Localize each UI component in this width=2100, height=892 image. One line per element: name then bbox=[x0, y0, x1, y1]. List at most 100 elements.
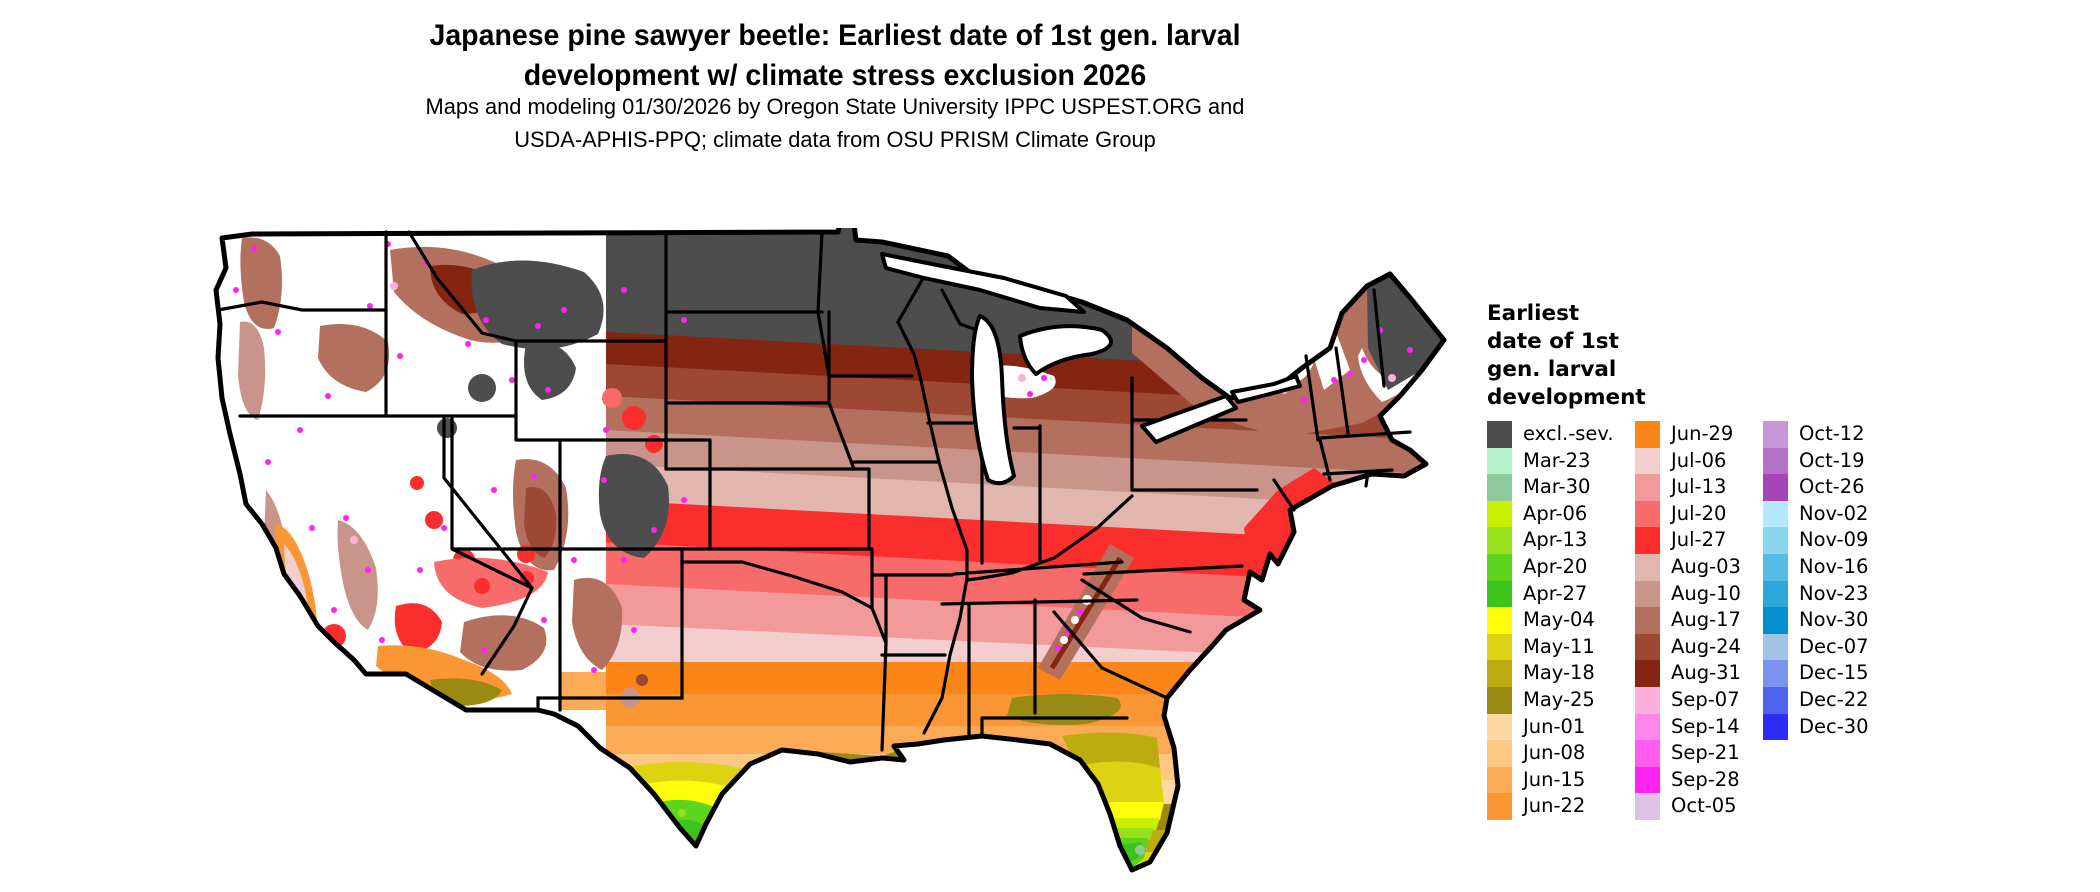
state-borders bbox=[216, 230, 1412, 752]
legend-label: Aug-03 bbox=[1671, 554, 1741, 578]
legend-item: Oct-19 bbox=[1763, 447, 1869, 475]
legend-swatch bbox=[1487, 580, 1512, 608]
lake-ontario bbox=[1230, 374, 1302, 404]
legend-column-3: Oct-12 Oct-19 Oct-26 Nov-02 Nov-09 Nov-16 Nov-… bbox=[1763, 421, 1869, 741]
legend-label: Apr-20 bbox=[1523, 554, 1588, 578]
legend-item: Apr-06 bbox=[1487, 500, 1614, 528]
legend-label: May-18 bbox=[1523, 661, 1595, 685]
legend-item: May-25 bbox=[1487, 686, 1614, 714]
legend-item: Mar-30 bbox=[1487, 474, 1614, 501]
legend-swatch bbox=[1487, 793, 1512, 820]
legend-label: Dec-30 bbox=[1799, 714, 1869, 738]
legend-item: Aug-03 bbox=[1635, 553, 1741, 581]
legend-item: Nov-16 bbox=[1763, 553, 1869, 581]
legend-label: Oct-05 bbox=[1671, 794, 1737, 818]
legend-label: Jul-06 bbox=[1671, 448, 1727, 472]
legend-swatch bbox=[1635, 527, 1660, 554]
legend-label: May-25 bbox=[1523, 687, 1595, 711]
subtitle-line-1: Maps and modeling 01/30/2026 by Oregon S… bbox=[425, 94, 1245, 119]
legend-item: Sep-28 bbox=[1635, 766, 1741, 794]
subtitle-line-2: USDA-APHIS-PPQ; climate data from OSU PR… bbox=[514, 127, 1156, 152]
legend-label: Apr-27 bbox=[1523, 581, 1588, 605]
legend-item: Aug-31 bbox=[1635, 660, 1741, 687]
legend-label: Oct-19 bbox=[1799, 448, 1865, 472]
legend-label: Apr-06 bbox=[1523, 501, 1588, 525]
legend-swatch bbox=[1635, 740, 1660, 767]
legend-item: Jun-15 bbox=[1487, 766, 1614, 794]
legend-item: Jul-27 bbox=[1635, 527, 1741, 554]
legend-item: Mar-23 bbox=[1487, 447, 1614, 475]
legend-label: Aug-10 bbox=[1671, 581, 1741, 605]
legend-swatch bbox=[1635, 793, 1660, 820]
legend-title: Earliest date of 1st gen. larval developmen… bbox=[1487, 301, 1646, 410]
legend-swatch bbox=[1487, 660, 1512, 687]
legend-label: Nov-02 bbox=[1799, 501, 1869, 525]
legend-swatch bbox=[1487, 447, 1512, 475]
legend-label: Dec-07 bbox=[1799, 634, 1869, 658]
legend-column-2: Jun-29 Jul-06 Jul-13 Jul-20 Jul-27 Aug-03 Aug-… bbox=[1635, 421, 1741, 820]
legend-item: Nov-30 bbox=[1763, 607, 1869, 634]
legend-label: Oct-26 bbox=[1799, 475, 1865, 499]
legend-item: Jun-22 bbox=[1487, 793, 1614, 820]
legend-label: Sep-28 bbox=[1671, 767, 1740, 791]
legend-label: Sep-21 bbox=[1671, 741, 1740, 765]
legend-swatch bbox=[1487, 686, 1512, 714]
great-lakes bbox=[880, 252, 1302, 486]
legend-item: Apr-27 bbox=[1487, 580, 1614, 608]
us-choropleth-map bbox=[182, 228, 1447, 888]
legend-item: Apr-13 bbox=[1487, 527, 1614, 554]
legend-label: excl.-sev. bbox=[1523, 422, 1614, 445]
legend-label: Jul-20 bbox=[1671, 501, 1727, 525]
lake-huron bbox=[1018, 324, 1113, 376]
legend-swatch bbox=[1763, 421, 1788, 448]
legend-label: Oct-12 bbox=[1799, 422, 1865, 445]
legend-item: Dec-07 bbox=[1763, 633, 1869, 661]
lake-erie bbox=[1140, 394, 1238, 444]
legend-item: Dec-22 bbox=[1763, 686, 1869, 714]
title-line-1: Japanese pine sawyer beetle: Earliest da… bbox=[429, 19, 1241, 52]
legend-swatch bbox=[1763, 633, 1788, 661]
title-line-2: development w/ climate stress exclusion … bbox=[523, 59, 1147, 92]
legend-item: Oct-26 bbox=[1763, 474, 1869, 501]
legend-swatch bbox=[1635, 500, 1660, 528]
legend-item: excl.-sev. bbox=[1487, 421, 1614, 448]
legend-item: Jul-13 bbox=[1635, 474, 1741, 501]
legend-item: Sep-14 bbox=[1635, 713, 1741, 741]
legend-label: Sep-14 bbox=[1671, 714, 1740, 738]
legend-swatch bbox=[1763, 607, 1788, 634]
legend-swatch bbox=[1635, 421, 1660, 448]
legend-swatch bbox=[1635, 686, 1660, 714]
legend-label: Dec-22 bbox=[1799, 687, 1869, 711]
legend-label: Mar-30 bbox=[1523, 475, 1591, 499]
legend-swatch bbox=[1635, 607, 1660, 634]
legend-swatch bbox=[1635, 713, 1660, 741]
legend-swatch bbox=[1487, 553, 1512, 581]
legend-swatch bbox=[1635, 447, 1660, 475]
legend-swatch bbox=[1487, 740, 1512, 767]
legend-swatch bbox=[1763, 500, 1788, 528]
legend-swatch bbox=[1487, 766, 1512, 794]
legend-label: Jun-08 bbox=[1523, 741, 1586, 765]
legend-swatch bbox=[1635, 660, 1660, 687]
legend-item: Jun-01 bbox=[1487, 713, 1614, 741]
legend-swatch bbox=[1635, 580, 1660, 608]
legend-item: May-18 bbox=[1487, 660, 1614, 687]
legend-label: Aug-31 bbox=[1671, 661, 1741, 685]
legend-label: Jun-29 bbox=[1671, 422, 1734, 445]
legend-swatch bbox=[1635, 633, 1660, 661]
lake-michigan bbox=[970, 314, 1016, 486]
legend-swatch bbox=[1487, 713, 1512, 741]
legend-swatch bbox=[1487, 421, 1512, 448]
legend-label: Jul-27 bbox=[1671, 528, 1727, 552]
legend-swatch bbox=[1763, 713, 1788, 741]
legend-label: Nov-30 bbox=[1799, 608, 1869, 632]
legend-swatch bbox=[1487, 474, 1512, 501]
legend-swatch bbox=[1763, 580, 1788, 608]
legend-swatch bbox=[1635, 553, 1660, 581]
legend-item: Aug-17 bbox=[1635, 607, 1741, 634]
legend-swatch bbox=[1763, 660, 1788, 687]
legend-item: Oct-05 bbox=[1635, 793, 1741, 820]
us-map-svg bbox=[213, 228, 1447, 873]
legend-item: May-04 bbox=[1487, 607, 1614, 634]
